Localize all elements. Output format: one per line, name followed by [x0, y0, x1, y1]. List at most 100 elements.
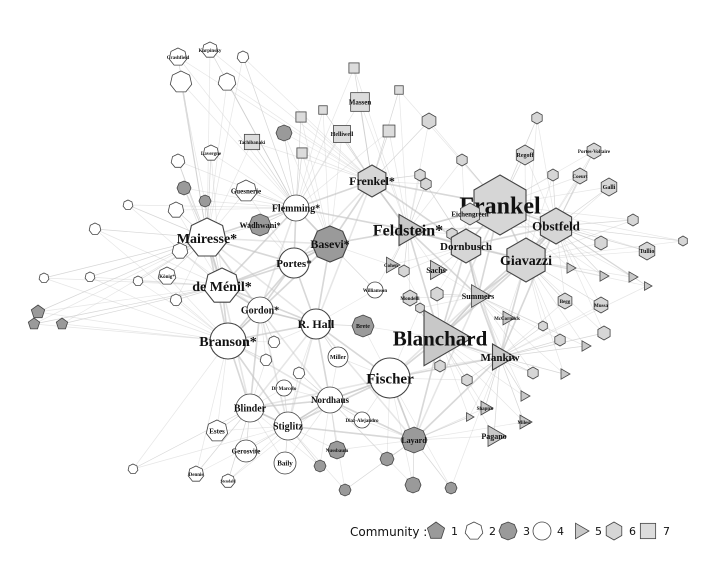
- node-shape: [487, 424, 507, 448]
- edge: [295, 207, 409, 231]
- author-node: Dornbusch: [440, 228, 492, 264]
- edge: [413, 356, 501, 441]
- node-shape: [353, 411, 371, 429]
- edge: [407, 159, 463, 231]
- minor-node: [88, 222, 102, 235]
- author-node: Stendahl: [220, 473, 236, 488]
- node-shape: [398, 213, 428, 247]
- minor-node: [644, 281, 653, 291]
- edge: [33, 285, 223, 325]
- minor-node: [461, 373, 473, 387]
- author-node: Pagano: [481, 424, 507, 448]
- edge: [209, 49, 373, 182]
- edge: [477, 295, 565, 375]
- author-node: Galli: [600, 177, 618, 197]
- edge: [295, 207, 409, 231]
- node-label: Crashfield: [167, 56, 190, 61]
- author-node: Gordon*: [241, 296, 279, 324]
- node-shape: [430, 259, 448, 281]
- author-node: Crashfield: [167, 47, 190, 66]
- node-shape: [246, 296, 274, 324]
- edge: [283, 132, 331, 245]
- node-shape: [205, 419, 229, 442]
- legend-item-6: 6: [605, 521, 636, 541]
- edge: [435, 269, 479, 297]
- author-node: Mondelli: [400, 289, 420, 307]
- node-label: Blinder: [234, 404, 267, 415]
- edge: [295, 133, 343, 209]
- node-shape: [300, 308, 332, 340]
- edge: [465, 245, 501, 358]
- node-shape: [473, 174, 527, 236]
- node-label: Mankiw: [480, 352, 519, 364]
- edge: [413, 435, 495, 441]
- minor-node: [627, 213, 639, 227]
- minor-node: [84, 271, 96, 282]
- author-node: Portes*: [276, 247, 312, 279]
- edge: [287, 425, 415, 441]
- edge: [536, 117, 557, 227]
- edge: [127, 204, 297, 209]
- author-node: Dennis: [187, 465, 205, 482]
- minor-node: [169, 70, 193, 93]
- node-shape: [248, 213, 272, 237]
- edge: [204, 200, 297, 209]
- edge: [353, 67, 373, 182]
- edge: [132, 407, 251, 470]
- node-shape: [557, 292, 573, 310]
- edge: [221, 243, 331, 287]
- node-label: Miller: [330, 355, 346, 361]
- edge: [525, 259, 648, 287]
- node-label: Mussa: [594, 304, 608, 309]
- node-shape: [366, 281, 384, 299]
- node-shape: [450, 228, 482, 264]
- author-node: Obstfeld: [532, 207, 581, 245]
- author-node: Fischer: [366, 357, 414, 399]
- edge: [344, 439, 415, 491]
- author-node: Portes-Voltaire: [578, 142, 611, 160]
- node-shape: [327, 440, 347, 460]
- node-shape: [234, 439, 258, 463]
- edge: [499, 345, 586, 358]
- edge: [221, 207, 297, 287]
- edge: [61, 285, 223, 325]
- edge: [407, 229, 479, 297]
- edge: [210, 152, 223, 287]
- edge: [206, 237, 331, 245]
- author-node: Karpinsky: [199, 41, 222, 58]
- node-label: Pagano: [481, 432, 506, 441]
- legend-item-label: 4: [557, 525, 564, 538]
- node-shape: [203, 267, 241, 303]
- author-node: Wadhwani*: [240, 213, 280, 237]
- edge: [210, 152, 297, 209]
- node-shape: [502, 310, 516, 326]
- node-label: Layard: [401, 436, 427, 445]
- author-node: Frankel: [459, 174, 541, 236]
- edge: [251, 141, 373, 182]
- legend-hexagon-icon: [605, 521, 623, 541]
- edge: [499, 304, 602, 358]
- edge: [413, 356, 501, 441]
- edge: [525, 259, 565, 375]
- edge: [300, 116, 331, 245]
- minor-node: [444, 481, 458, 495]
- minor-node: [55, 317, 69, 330]
- edge: [315, 323, 415, 441]
- edge: [295, 116, 302, 209]
- legend-item-label: 2: [489, 525, 496, 538]
- minor-node: [379, 451, 395, 467]
- edge: [499, 285, 648, 358]
- edge: [43, 277, 229, 342]
- minor-node: [171, 242, 189, 259]
- author-node: Branson*: [199, 322, 257, 360]
- minor-node: [415, 302, 425, 314]
- node-label: Nordhaus: [311, 395, 350, 405]
- node-label: Mondelli: [400, 297, 420, 302]
- node-shape: [539, 207, 573, 245]
- edge: [398, 89, 409, 231]
- author-node: Mankiw: [480, 343, 520, 371]
- node-label: Giavazzi: [500, 254, 552, 269]
- minor-node: [318, 105, 328, 115]
- node-label: Fischer: [366, 371, 414, 387]
